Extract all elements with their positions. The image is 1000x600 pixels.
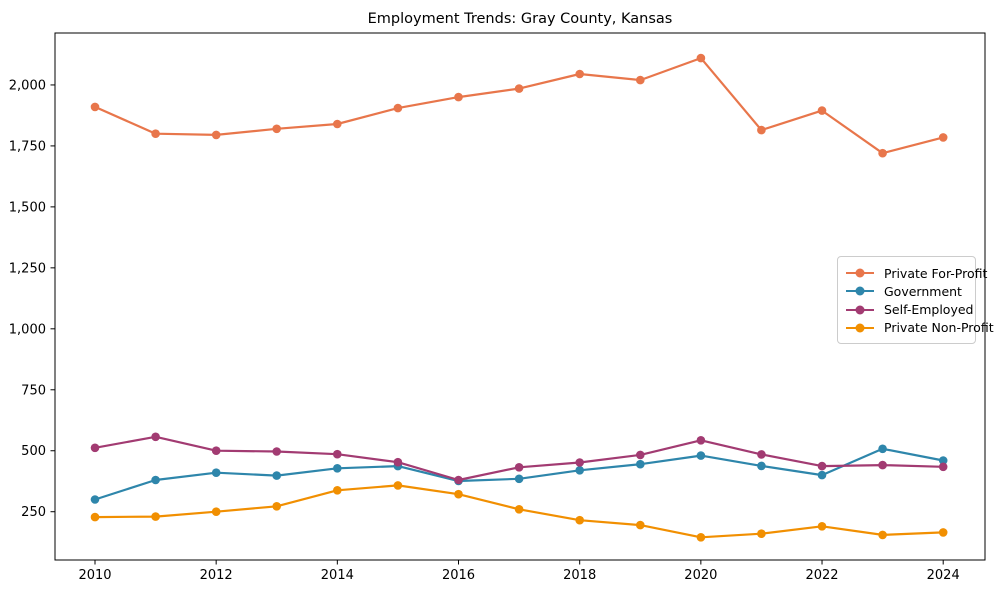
line-marker-icon <box>846 286 874 296</box>
svg-text:1,750: 1,750 <box>9 139 46 154</box>
svg-text:2016: 2016 <box>442 568 475 583</box>
legend-item: Private Non-Profit <box>845 319 994 337</box>
svg-text:1,500: 1,500 <box>9 200 46 215</box>
svg-text:750: 750 <box>21 383 46 398</box>
svg-text:2020: 2020 <box>684 568 717 583</box>
legend-label: Self-Employed <box>884 302 974 318</box>
svg-text:1,000: 1,000 <box>9 322 46 337</box>
svg-text:2,000: 2,000 <box>9 78 46 93</box>
legend-item: Self-Employed <box>845 301 973 319</box>
svg-text:2010: 2010 <box>78 568 111 583</box>
svg-text:500: 500 <box>21 444 46 459</box>
line-marker-icon <box>846 323 874 333</box>
svg-text:2018: 2018 <box>563 568 596 583</box>
svg-text:250: 250 <box>21 505 46 520</box>
legend-item: Private For-Profit <box>845 264 987 282</box>
svg-text:1,250: 1,250 <box>9 261 46 276</box>
legend-label: Private Non-Profit <box>884 320 994 336</box>
legend-label: Government <box>884 283 962 299</box>
chart-title: Employment Trends: Gray County, Kansas <box>367 11 673 27</box>
line-marker-icon <box>846 268 874 278</box>
legend-item: Government <box>845 282 967 300</box>
svg-text:2022: 2022 <box>805 568 838 583</box>
line-marker-icon <box>846 305 874 315</box>
svg-text:2024: 2024 <box>927 568 960 583</box>
svg-text:2014: 2014 <box>321 568 354 583</box>
legend-label: Private For-Profit <box>884 265 988 281</box>
svg-text:2012: 2012 <box>200 568 233 583</box>
legend: Private For-Profit Government Self-Emplo… <box>837 256 994 344</box>
